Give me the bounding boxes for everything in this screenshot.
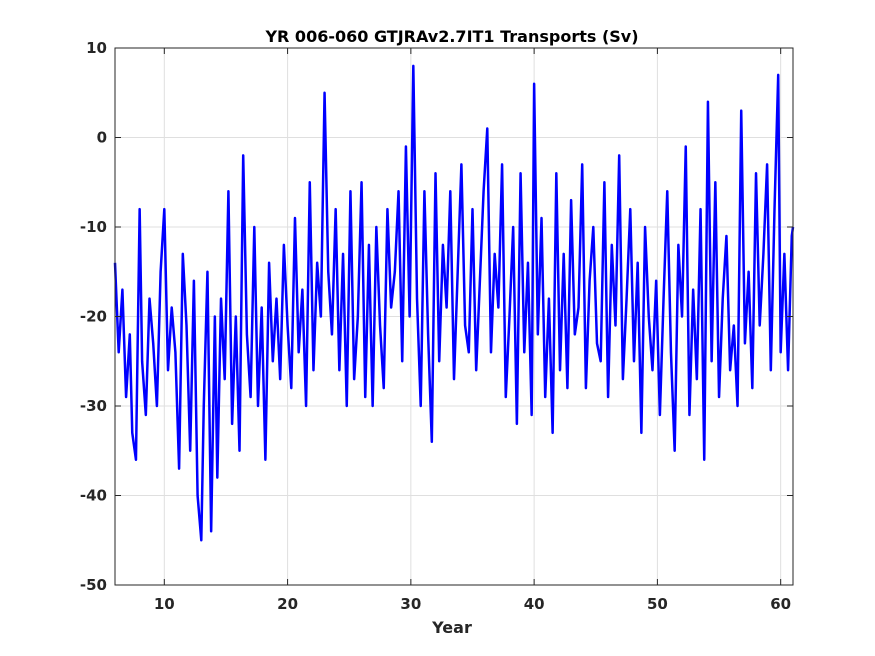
- x-tick-label: 40: [524, 595, 545, 613]
- y-tick-label: 10: [86, 39, 107, 57]
- chart-title: YR 006-060 GTJRAv2.7IT1 Transports (Sv): [264, 27, 638, 46]
- y-tick-label: -50: [80, 576, 107, 594]
- x-tick-label: 60: [770, 595, 791, 613]
- x-tick-label: 30: [400, 595, 421, 613]
- series-layer: [113, 64, 795, 542]
- y-tick-label: -30: [80, 397, 107, 415]
- axis-ticks: [115, 47, 793, 586]
- y-tick-label: -10: [80, 218, 107, 236]
- series-line-1: [113, 64, 795, 542]
- y-tick-label: -40: [80, 487, 107, 505]
- x-tick-label: 20: [277, 595, 298, 613]
- tick-labels: 10 20 30 40 50 60 10 0 -10 -20 -30 -40 -50: [80, 39, 791, 613]
- y-tick-label: -20: [80, 308, 107, 326]
- y-tick-label: 0: [97, 129, 107, 147]
- x-tick-label: 10: [154, 595, 175, 613]
- x-tick-label: 50: [647, 595, 668, 613]
- x-axis-label: Year: [431, 618, 472, 637]
